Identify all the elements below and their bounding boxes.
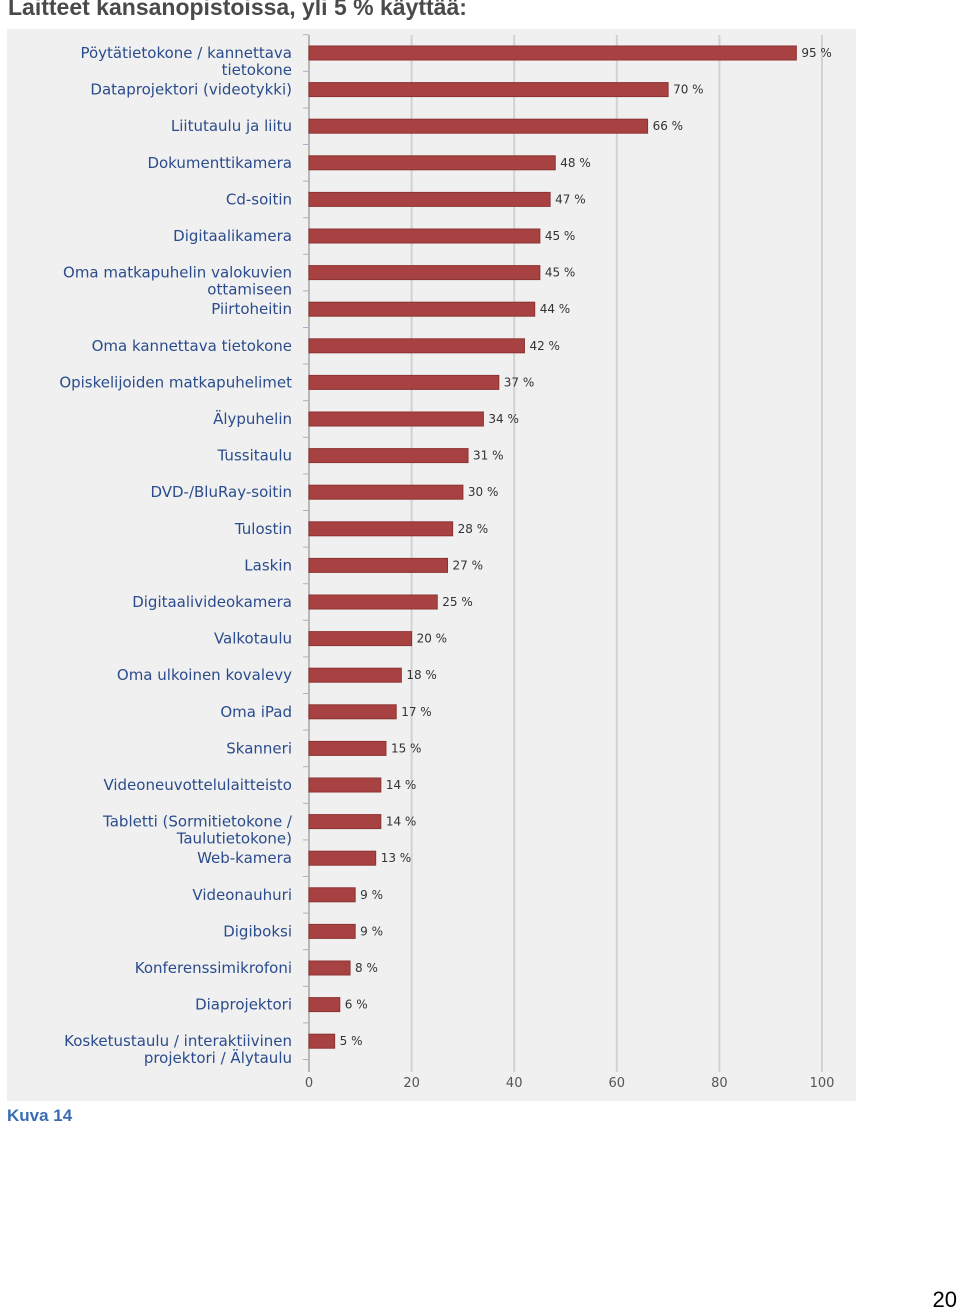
category-label: Tulostin	[234, 520, 292, 538]
category-label: Dokumenttikamera	[147, 154, 292, 172]
value-label: 48 %	[560, 156, 591, 170]
category-label: Piirtoheitin	[211, 300, 292, 318]
category-label: Web-kamera	[197, 849, 292, 867]
category-label: Skanneri	[226, 739, 292, 757]
x-tick-label: 100	[810, 1076, 835, 1091]
bar	[308, 923, 356, 939]
value-label: 44 %	[540, 302, 571, 316]
category-label: Valkotaulu	[214, 630, 292, 648]
category-label: Oma kannettava tietokone	[92, 337, 292, 355]
category-label: Laskin	[244, 556, 292, 574]
category-label: Opiskelijoiden matkapuhelimet	[59, 373, 292, 391]
value-label: 14 %	[386, 815, 417, 829]
category-label: Taulutietokone)	[176, 830, 292, 848]
value-label: 45 %	[545, 266, 576, 280]
bar	[308, 338, 525, 354]
bar-chart: 95 % Pöytätietokone / kannettavatietokone…	[59, 34, 835, 1091]
bar	[308, 191, 551, 207]
category-label: Liitutaulu ja liitu	[171, 117, 292, 135]
bar	[308, 82, 669, 98]
value-label: 18 %	[406, 668, 437, 682]
bar	[308, 374, 500, 390]
category-label: ottamiseen	[207, 281, 292, 299]
category-label: Digiboksi	[223, 922, 292, 940]
bar	[308, 521, 454, 537]
bar	[308, 448, 469, 464]
chart-panel: 95 % Pöytätietokone / kannettava tietokone…	[7, 29, 856, 1101]
value-label: 70 %	[673, 83, 704, 97]
category-label: DVD-/BluRay-soitin	[150, 483, 292, 501]
value-label: 47 %	[555, 192, 586, 206]
bar	[308, 1033, 336, 1049]
category-label: Oma iPad	[220, 703, 292, 721]
bar	[308, 850, 377, 866]
value-label: 9 %	[360, 888, 383, 902]
bar	[308, 484, 464, 500]
value-label: 25 %	[442, 595, 473, 609]
bar	[308, 667, 402, 683]
category-label: Älypuhelin	[213, 409, 292, 428]
category-label: tietokone	[222, 61, 292, 79]
x-tick-label: 60	[609, 1076, 626, 1091]
category-label: Pöytätietokone / kannettava	[80, 44, 292, 62]
value-label: 37 %	[504, 375, 535, 389]
bar	[308, 265, 541, 281]
category-label: Digitaalikamera	[173, 227, 292, 245]
category-label: Kosketustaulu / interaktiivinen	[64, 1032, 292, 1050]
category-label: Cd-soitin	[226, 190, 292, 208]
bar	[308, 118, 649, 134]
value-label: 13 %	[381, 851, 412, 865]
bar	[308, 740, 387, 756]
bar	[308, 411, 484, 427]
category-label: Oma matkapuhelin valokuvien	[63, 264, 292, 282]
value-label: 15 %	[391, 741, 422, 755]
bar	[308, 997, 341, 1013]
bar	[308, 228, 541, 244]
category-label: projektori / Älytaulu	[144, 1048, 292, 1067]
bar	[308, 887, 356, 903]
category-label: Dataprojektori (videotykki)	[90, 81, 292, 99]
value-label: 17 %	[401, 705, 432, 719]
category-label: Videoneuvottelulaitteisto	[103, 776, 292, 794]
category-label: Diaprojektori	[195, 996, 292, 1014]
value-label: 45 %	[545, 229, 576, 243]
x-tick-label: 20	[403, 1076, 420, 1091]
bar	[308, 814, 382, 830]
bar	[308, 777, 382, 793]
value-label: 30 %	[468, 485, 499, 499]
bar	[308, 155, 556, 171]
bar	[308, 301, 536, 317]
value-label: 8 %	[355, 961, 378, 975]
category-label: Oma ulkoinen kovalevy	[117, 666, 292, 684]
value-label: 5 %	[340, 1034, 363, 1048]
x-tick-label: 40	[506, 1076, 523, 1091]
bar	[308, 594, 438, 610]
category-label: Konferenssimikrofoni	[135, 959, 292, 977]
bar	[308, 557, 449, 573]
bar	[308, 704, 397, 720]
bar	[308, 631, 413, 647]
category-label: Digitaalivideokamera	[132, 593, 292, 611]
value-label: 9 %	[360, 924, 383, 938]
x-tick-label: 80	[711, 1076, 728, 1091]
category-label: Videonauhuri	[192, 886, 292, 904]
x-tick-label: 0	[305, 1076, 313, 1091]
value-label: 20 %	[417, 632, 448, 646]
value-label: 34 %	[488, 412, 519, 426]
value-label: 42 %	[529, 339, 560, 353]
value-label: 95 %	[801, 46, 832, 60]
value-label: 14 %	[386, 778, 417, 792]
category-label: Tabletti (Sormitietokone /	[102, 813, 293, 831]
bar	[308, 960, 351, 976]
value-label: 66 %	[653, 119, 684, 133]
category-label: Tussitaulu	[217, 447, 292, 465]
value-label: 31 %	[473, 449, 504, 463]
bar	[308, 45, 797, 61]
value-label: 6 %	[345, 998, 368, 1012]
page-heading: Laitteet kansanopistoissa, yli 5 % käytt…	[8, 0, 467, 20]
value-label: 28 %	[458, 522, 489, 536]
value-label: 27 %	[453, 558, 484, 572]
page-number: 20	[932, 1287, 957, 1312]
figure-caption: Kuva 14	[7, 1106, 73, 1125]
